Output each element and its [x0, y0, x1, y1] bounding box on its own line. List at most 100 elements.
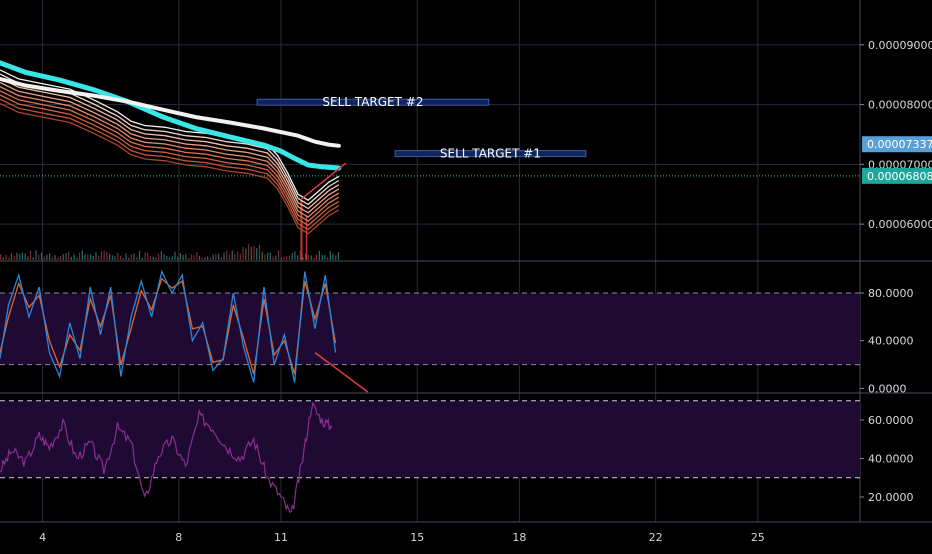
volume-bar	[324, 254, 326, 260]
sell-target-label: SELL TARGET #1	[440, 147, 541, 161]
ribbon-line	[0, 90, 340, 222]
volume-bar	[35, 250, 37, 260]
volume-bar	[21, 252, 23, 260]
sell-target-box[interactable]: SELL TARGET #1	[394, 147, 587, 161]
panel-separators	[0, 0, 932, 523]
volume-bar	[160, 251, 162, 260]
volume-bar	[128, 257, 130, 260]
volume-bar	[133, 253, 135, 260]
volume-bar	[117, 252, 119, 260]
volume-bar	[269, 252, 271, 260]
price-tag: 0.000068080	[862, 167, 932, 184]
volume-bar	[228, 254, 231, 260]
volume-bar	[318, 250, 320, 260]
volume-bar	[286, 256, 288, 260]
rsi-tick-label: 60.0000	[868, 414, 914, 427]
volume-bar	[136, 256, 138, 260]
volume-bar	[215, 253, 217, 260]
volume-bar	[217, 253, 220, 260]
volume-bar	[261, 251, 263, 260]
ribbon-line	[0, 94, 340, 227]
volume-bar	[79, 252, 81, 260]
volume-bar	[147, 252, 149, 260]
volume-bar	[283, 256, 285, 260]
volume-bar	[264, 254, 266, 260]
volume-bar	[277, 250, 280, 260]
price-tag-label: 0.000073371	[867, 138, 932, 151]
rsi-axis: 60.0000 40.0000 20.0000	[860, 414, 914, 504]
volume-bar	[294, 251, 296, 260]
time-axis: 4 8 11 15 18 22 25	[39, 531, 765, 544]
volume-bar	[114, 256, 116, 260]
rsi-band	[0, 400, 860, 478]
volume-bar	[89, 254, 92, 260]
volume-bar	[193, 255, 195, 260]
volume-bar	[253, 245, 255, 260]
volume-bar	[299, 250, 301, 260]
volume-bar	[122, 257, 124, 260]
volume-bar	[239, 253, 241, 260]
volume-bar	[177, 256, 179, 260]
sell-target-box[interactable]: SELL TARGET #2	[256, 95, 490, 109]
volume-bar	[8, 257, 10, 260]
rsi-line	[0, 401, 333, 514]
price-tag-label: 0.000068080	[867, 170, 932, 183]
volume-bar	[313, 257, 315, 260]
volume-bar	[103, 250, 105, 260]
volume-bar	[0, 254, 2, 260]
sell-target-rect	[394, 150, 587, 158]
volume-bar	[302, 257, 304, 260]
volume-bar	[111, 255, 113, 260]
volume-bar	[247, 244, 250, 260]
time-tick-label: 15	[410, 531, 424, 544]
volume-bar	[272, 256, 274, 260]
volume-bar	[46, 254, 48, 260]
volume-bar	[163, 254, 165, 260]
rsi-tick-label: 20.0000	[868, 491, 914, 504]
ribbon-line	[0, 102, 340, 235]
ema-cyan-line	[0, 60, 342, 171]
volume-bar	[92, 255, 94, 260]
volume-bar	[5, 254, 7, 260]
volume-bar	[141, 257, 143, 260]
price-trendline	[300, 162, 347, 200]
volume-bar	[316, 254, 318, 260]
volume-bar	[220, 257, 222, 260]
volume-bar	[332, 253, 334, 260]
time-tick-label: 25	[751, 531, 765, 544]
volume-bar	[27, 256, 29, 260]
volume-bar	[288, 255, 291, 260]
volume-bar	[166, 255, 168, 260]
volume-bar	[84, 254, 86, 260]
volume-bar	[337, 252, 340, 260]
volume-bar	[168, 257, 171, 260]
volume-bar	[43, 256, 45, 260]
volume-bar	[326, 256, 329, 260]
stoch-tick-label: 0.0000	[868, 382, 907, 395]
volume-bar	[54, 255, 56, 260]
volume-bar	[57, 257, 59, 260]
price-tag-bg	[862, 167, 932, 184]
volume-bar	[40, 252, 43, 260]
time-tick-label: 8	[175, 531, 182, 544]
volume-bar	[106, 252, 108, 260]
volume-bar	[188, 257, 190, 260]
volume-bar	[49, 253, 51, 260]
volume-bar	[171, 256, 173, 260]
volume-bar	[291, 253, 293, 260]
volume-bar	[144, 252, 146, 260]
volume-bar	[198, 255, 201, 260]
volume-bar	[108, 253, 111, 260]
sell-target-rect	[256, 98, 490, 106]
stoch-band	[0, 293, 860, 365]
volume-bar	[59, 256, 62, 260]
volume-bar	[179, 253, 182, 260]
volume-bar	[305, 254, 307, 260]
volume-bar	[87, 254, 89, 260]
volume-bar	[81, 250, 83, 260]
volume-bar	[321, 254, 323, 260]
